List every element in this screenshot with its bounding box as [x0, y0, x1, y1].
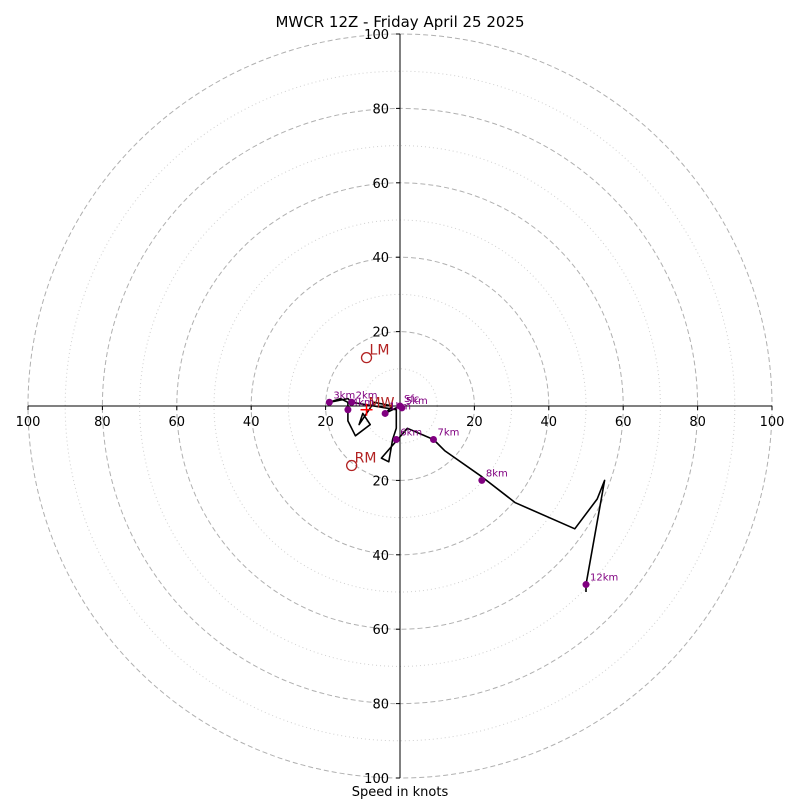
- x-tick-label: 80: [689, 415, 706, 430]
- x-tick-label: 40: [243, 415, 260, 430]
- height-label-2km: 2km: [356, 390, 378, 401]
- y-tick-label: 80: [372, 698, 389, 713]
- height-label-3km: 3km: [333, 390, 355, 401]
- storm-motion-markers: LM RM: [345, 343, 390, 472]
- hodograph-line: [328, 397, 606, 592]
- x-tick-label: 100: [16, 415, 41, 430]
- y-tick-label: 100: [364, 28, 389, 43]
- height-marker-5km: [398, 404, 406, 412]
- y-tick-label: 60: [372, 623, 389, 638]
- y-tick-label: 80: [372, 102, 389, 117]
- x-tick-label: 100: [760, 415, 785, 430]
- height-label-4km: 4km: [352, 398, 374, 409]
- x-tick-label: 20: [317, 415, 334, 430]
- y-tick-label: 20: [372, 474, 389, 489]
- height-marker-1km: [381, 409, 389, 417]
- tick-labels: 100 80 60 40 20 20 40 60 80 100 100 80 60 40 20 20 40 60 8…: [16, 28, 785, 787]
- mean-wind-label: MW: [369, 396, 395, 412]
- height-label-6km: 6km: [400, 427, 422, 438]
- y-tick-label: 40: [372, 549, 389, 564]
- height-marker-7km: [429, 435, 437, 443]
- y-tick-label: 20: [372, 326, 389, 341]
- y-tick-label: 40: [372, 251, 389, 266]
- height-marker-3km: [325, 398, 333, 406]
- x-tick-label: 60: [169, 415, 186, 430]
- y-tick-label: 100: [364, 772, 389, 787]
- height-marker-4km: [344, 406, 352, 414]
- x-tick-label: 40: [541, 415, 558, 430]
- height-label-8km: 8km: [486, 468, 508, 479]
- height-marker-8km: [478, 476, 486, 484]
- storm-motion-marker-RM: [345, 459, 358, 472]
- x-axis-label: Speed in knots: [352, 785, 449, 800]
- storm-motion-label-LM: LM: [370, 343, 390, 359]
- height-label-5km: 5km: [406, 396, 428, 407]
- storm-motion-marker-LM: [360, 351, 373, 364]
- height-label-Sfc: Sfc: [404, 394, 419, 405]
- x-tick-label: 80: [94, 415, 111, 430]
- x-tick-label: 60: [615, 415, 632, 430]
- height-marker-2km: [348, 398, 356, 406]
- storm-motion-label-RM: RM: [355, 451, 377, 467]
- height-marker-12km: [582, 581, 590, 589]
- hodograph-trace: MW: [328, 396, 606, 592]
- y-tick-label: 60: [372, 177, 389, 192]
- x-tick-label: 20: [466, 415, 483, 430]
- height-label-7km: 7km: [437, 427, 459, 438]
- height-label-12km: 12km: [590, 573, 618, 584]
- height-label-1km: 1km: [389, 401, 411, 412]
- height-marker-6km: [392, 435, 400, 443]
- chart-title: MWCR 12Z - Friday April 25 2025: [275, 13, 524, 31]
